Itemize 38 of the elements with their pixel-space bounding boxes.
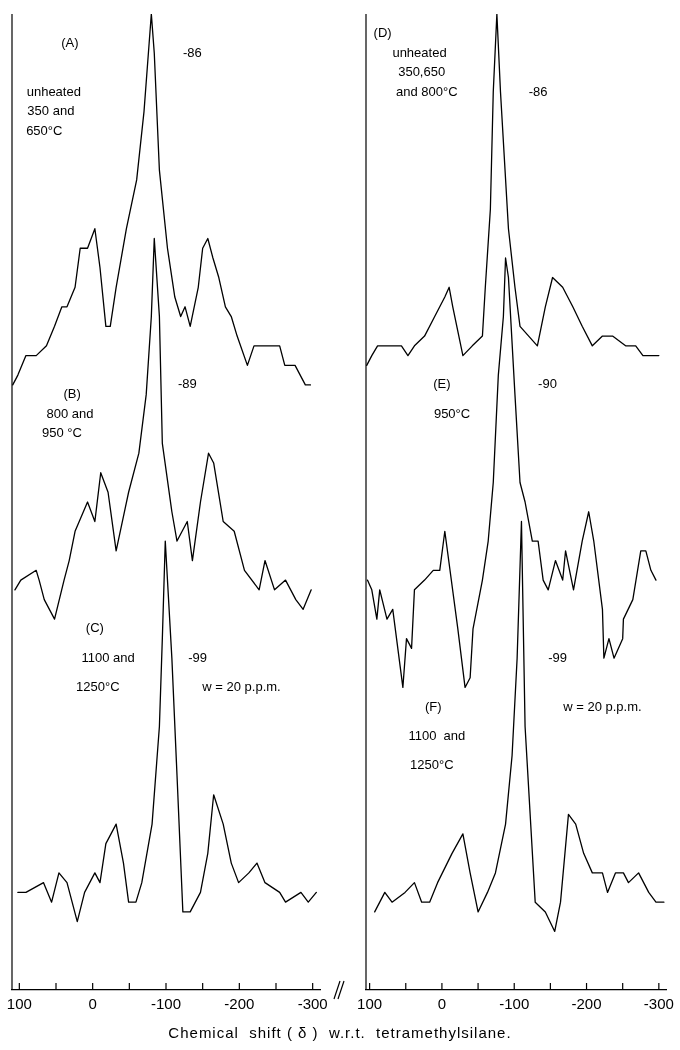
x-tick-label: -300 — [643, 995, 674, 1013]
annotation: (D) — [373, 25, 392, 41]
x-tick-label: -100 — [499, 995, 530, 1013]
x-axis-title: Chemical shift ( δ ) w.r.t. tetramethylsilane. — [167, 1024, 513, 1041]
annotation: (E) — [433, 376, 451, 392]
annotation: -86 — [528, 83, 548, 99]
annotation: -86 — [183, 44, 202, 60]
annotation: 1100 and — [408, 727, 466, 743]
x-tick-label: 100 — [357, 995, 383, 1013]
annotation: -90 — [538, 376, 557, 392]
annotation: 950°C — [433, 405, 471, 421]
annotation: 350,650 — [398, 64, 446, 80]
annotation: (C) — [85, 620, 104, 636]
annotation: -99 — [188, 649, 207, 665]
annotation: (B) — [63, 386, 81, 402]
x-tick-label: -200 — [571, 995, 602, 1013]
x-tick-label: -300 — [297, 995, 328, 1013]
annotation: 350 and — [27, 103, 75, 119]
annotation: w = 20 p.p.m. — [201, 679, 281, 695]
annotation: -89 — [177, 376, 197, 392]
annotation: 1100 and — [81, 649, 135, 665]
x-tick-label: 0 — [437, 995, 447, 1013]
x-tick-label: 0 — [88, 995, 97, 1013]
annotation: 950 °C — [41, 425, 82, 441]
annotation: (F) — [424, 698, 442, 714]
annotation: -99 — [548, 649, 568, 665]
annotation: 1250°C — [76, 679, 120, 695]
x-tick-label: -200 — [224, 995, 255, 1013]
annotation: and 800°C — [395, 83, 458, 99]
x-tick-label: 100 — [6, 995, 32, 1013]
annotation: 650°C — [26, 122, 63, 138]
annotation: 1250°C — [410, 757, 454, 773]
annotation: unheated — [26, 83, 81, 99]
annotation: w = 20 p.p.m. — [562, 698, 642, 714]
annotation: (A) — [61, 34, 79, 50]
annotation: unheated — [392, 44, 447, 60]
annotation: 800 and — [46, 405, 94, 421]
x-tick-label: -100 — [150, 995, 182, 1013]
